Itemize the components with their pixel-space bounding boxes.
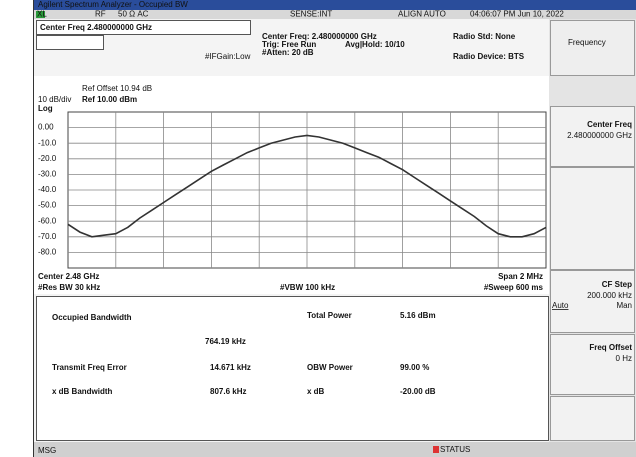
center-label: Center 2.48 GHz <box>38 272 99 281</box>
status-item: 50 Ω AC <box>118 10 149 19</box>
trace <box>67 134 547 238</box>
softkey-label: Center Freq <box>587 120 632 129</box>
y-tick-label: -10.0 <box>38 138 57 147</box>
status-item: RF <box>95 10 106 19</box>
center-freq-box[interactable] <box>36 20 251 35</box>
result-cell: -20.00 dB <box>400 387 436 396</box>
sweep: #Sweep 600 ms <box>484 283 544 292</box>
msg: MSG <box>38 446 56 455</box>
window-title: Agilent Spectrum Analyzer - Occupied BW <box>38 0 188 9</box>
menu-title: Frequency <box>568 38 606 47</box>
status-item: XL <box>37 10 47 19</box>
softkey[interactable] <box>550 270 635 333</box>
menu-title <box>550 20 635 76</box>
softkey[interactable] <box>550 167 635 270</box>
center-freq: Center Freq 2.480000000 GHz <box>40 23 152 32</box>
softkey-option: Auto <box>552 301 569 310</box>
softkey-value: 0 Hz <box>616 354 632 363</box>
results-panel <box>36 296 549 441</box>
setting: Trig: Free Run <box>262 40 316 49</box>
scale-type: Log <box>38 104 53 113</box>
softkey-value: 200.000 kHz <box>587 291 632 300</box>
softkey-label: Freq Offset <box>589 343 632 352</box>
title-bar <box>34 0 636 10</box>
if-gain: #IFGain:Low <box>205 52 251 61</box>
softkey-option: Man <box>616 301 632 310</box>
vbw: #VBW 100 kHz <box>280 283 335 292</box>
result-cell: OBW Power <box>307 363 353 372</box>
obw-value: 764.19 kHz <box>205 337 246 346</box>
result-cell: x dB Bandwidth <box>52 387 113 396</box>
ref-level: Ref 10.00 dBm <box>82 95 137 104</box>
radio-device: Radio Device: BTS <box>453 52 525 61</box>
y-tick-label: -20.0 <box>38 154 57 163</box>
input-box[interactable] <box>36 35 104 50</box>
status-icon <box>433 446 439 453</box>
radio-std: Radio Std: None <box>453 32 516 41</box>
result-cell: x dB <box>307 387 325 396</box>
y-tick-label: -80.0 <box>38 248 57 257</box>
status-item: ALIGN AUTO <box>398 10 446 19</box>
y-tick-label: -60.0 <box>38 216 57 225</box>
softkey-value: 2.480000000 GHz <box>567 131 632 140</box>
total-power-label: Total Power <box>307 311 352 320</box>
y-tick-label: -40.0 <box>38 185 57 194</box>
status: STATUS <box>440 445 470 454</box>
result-cell: 807.6 kHz <box>210 387 246 396</box>
scale: 10 dB/div <box>38 95 71 104</box>
result-cell: 14.671 kHz <box>210 363 251 372</box>
total-power-value: 5.16 dBm <box>400 311 436 320</box>
result-cell: Transmit Freq Error <box>52 363 127 372</box>
status-bar <box>34 10 636 19</box>
setting: #Atten: 20 dB <box>262 48 314 57</box>
softkey[interactable] <box>550 106 635 167</box>
ref-offset: Ref Offset 10.94 dB <box>82 84 152 93</box>
message-bar <box>34 442 636 457</box>
y-tick-label: -50.0 <box>38 201 57 210</box>
obw-label: Occupied Bandwidth <box>52 313 132 322</box>
status-item: SENSE:INT <box>290 10 332 19</box>
status-item: 04:06:07 PM Jun 10, 2022 <box>470 10 564 19</box>
softkey[interactable] <box>550 334 635 395</box>
y-tick-label: -70.0 <box>38 232 57 241</box>
softkey-label: CF Step <box>602 280 632 289</box>
setting: Center Freq: 2.480000000 GHz <box>262 32 377 41</box>
y-tick-label: -30.0 <box>38 170 57 179</box>
span: Span 2 MHz <box>498 272 543 281</box>
lxi-icon <box>36 11 45 18</box>
y-tick-label: 0.00 <box>38 123 54 132</box>
res-bw: #Res BW 30 kHz <box>38 283 100 292</box>
softkey[interactable] <box>550 396 635 441</box>
avg-hold: Avg|Hold: 10/10 <box>345 40 405 49</box>
result-cell: 99.00 % <box>400 363 429 372</box>
